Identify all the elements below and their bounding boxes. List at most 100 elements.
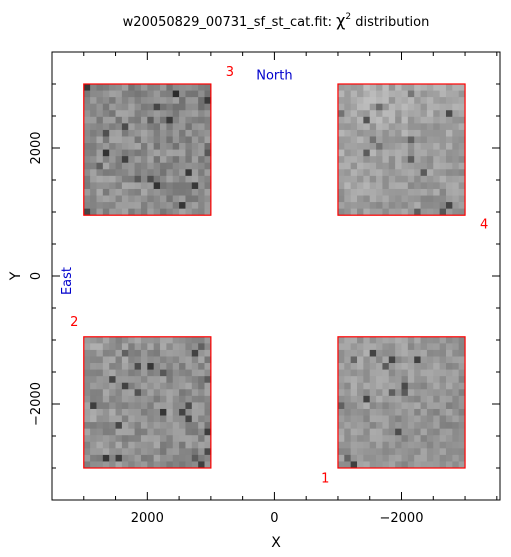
chip-3-pixel [128, 97, 136, 105]
chip-2-pixel [179, 382, 186, 390]
chip-1-pixel [357, 356, 364, 364]
chip-4-pixel [458, 129, 466, 137]
chip-1-pixel [414, 422, 421, 430]
chip-4-pixel [357, 97, 364, 105]
chip-4-pixel [376, 136, 383, 144]
chip-3-pixel [172, 136, 180, 144]
chip-1-pixel [369, 402, 377, 410]
chip-3-pixel [191, 156, 199, 164]
chip-3-pixel [153, 149, 161, 157]
chip-1-pixel [350, 428, 358, 436]
chip-1-pixel [337, 408, 345, 416]
chip-3-pixel [198, 116, 205, 124]
chip-3-pixel [140, 129, 148, 137]
chip-1-pixel [388, 363, 396, 370]
chip-3-pixel [134, 123, 142, 131]
chip-1-pixel [337, 441, 345, 449]
chip-1-pixel [395, 349, 402, 357]
chip-2-pixel [109, 389, 116, 397]
chip-1-pixel [401, 363, 409, 370]
chip-3-pixel [109, 123, 116, 131]
chip-2-pixel [166, 454, 174, 462]
chip-1-pixel [363, 422, 371, 430]
chip-3-pixel [115, 208, 123, 216]
chip-4-pixel [357, 188, 364, 196]
chip-3-pixel [140, 84, 148, 91]
chip-4-pixel [369, 149, 377, 157]
chip-2-pixel [90, 395, 97, 403]
chip-3-pixel [115, 182, 123, 190]
chip-1-pixel [357, 382, 364, 390]
chip-3-pixel [160, 129, 167, 137]
chip-2-pixel [160, 415, 167, 423]
chip-1-pixel [426, 448, 434, 456]
chip-4-pixel [395, 156, 402, 164]
chip-2-pixel [121, 415, 129, 423]
chip-1-pixel [452, 402, 460, 410]
chip-4-pixel [395, 90, 402, 98]
chip-3-pixel [83, 169, 91, 177]
chip-4-pixel [414, 90, 421, 98]
chip-2-pixel [134, 415, 142, 423]
chip-2-pixel [96, 415, 104, 423]
chip-4-pixel [414, 156, 421, 164]
chip-3-pixel [160, 136, 167, 144]
chip-1-pixel [439, 389, 447, 397]
chip-4-pixel [426, 195, 434, 203]
chip-2-pixel [109, 454, 116, 462]
chip-3-pixel [147, 97, 155, 105]
chip-4-pixel [420, 136, 428, 144]
chip-3-pixel [96, 162, 104, 170]
chip-3-pixel [172, 84, 180, 91]
chip-1-pixel [382, 356, 390, 364]
chip-3-pixel [160, 103, 167, 111]
chip-outline-1 [337, 336, 466, 469]
chip-2-pixel [204, 454, 212, 462]
chip-1-pixel [439, 415, 447, 423]
chip-3-pixel [166, 116, 174, 124]
chip-3-pixel [147, 182, 155, 190]
chip-4-pixel [426, 156, 434, 164]
chip-2-pixel [166, 402, 174, 410]
chip-4-pixel [401, 90, 409, 98]
chip-2-pixel [102, 376, 110, 384]
chip-4-pixel [363, 182, 371, 190]
chip-4-pixel [445, 90, 453, 98]
chip-3-pixel [191, 129, 199, 137]
chip-4-pixel [363, 202, 371, 210]
chip-2-pixel [128, 382, 136, 390]
chip-2-pixel [198, 356, 205, 364]
chip-4-pixel [350, 188, 358, 196]
chip-2-pixel [140, 402, 148, 410]
chip-1-pixel [337, 448, 345, 456]
chip-2-pixel [140, 461, 148, 469]
y-axis-label: Y [8, 271, 24, 281]
chip-3-pixel [102, 169, 110, 177]
chip-4-pixel [426, 175, 434, 183]
chip-4-pixel [388, 143, 396, 150]
chip-1-pixel [369, 356, 377, 364]
chip-3-pixel [128, 123, 136, 131]
chip-3-pixel [140, 188, 148, 196]
chip-2-pixel [185, 356, 193, 364]
chip-4-pixel [401, 84, 409, 91]
chip-3-pixel [109, 84, 116, 91]
chip-1-pixel [395, 382, 402, 390]
chip-3-pixel [179, 169, 186, 177]
chip-2-pixel [115, 356, 123, 364]
chip-3-pixel [102, 143, 110, 150]
chip-2-pixel [96, 369, 104, 377]
chip-1-pixel [363, 389, 371, 397]
chip-2-pixel [83, 356, 91, 364]
chip-2-pixel [96, 349, 104, 357]
chip-3-pixel [198, 188, 205, 196]
chip-4-pixel [382, 103, 390, 111]
chip-1-pixel [414, 395, 421, 403]
chip-3-pixel [172, 202, 180, 210]
chip-1-pixel [401, 336, 409, 344]
chip-1-pixel [458, 382, 466, 390]
chip-1-pixel [369, 422, 377, 430]
chip-1-pixel [407, 461, 415, 469]
chip-2-pixel [191, 448, 199, 456]
